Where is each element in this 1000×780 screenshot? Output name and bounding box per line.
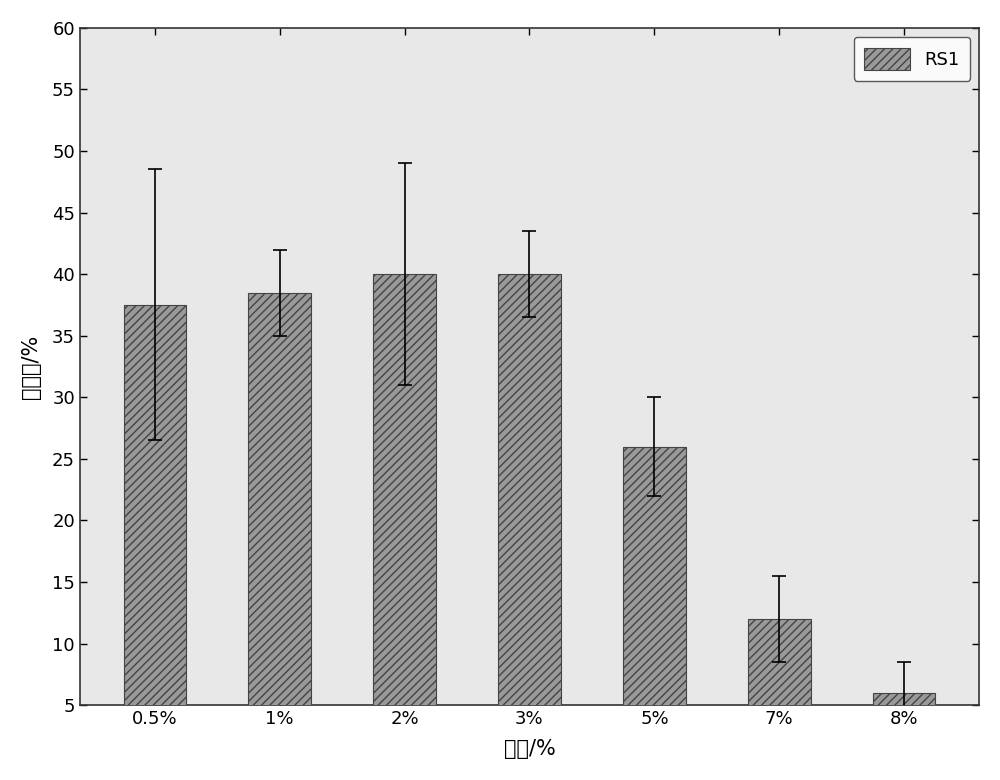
Bar <box>124 305 186 767</box>
Bar <box>248 292 311 767</box>
Bar <box>748 619 811 767</box>
Legend: RS1: RS1 <box>854 37 970 80</box>
Bar <box>373 274 436 767</box>
Bar <box>873 693 935 767</box>
Bar <box>623 447 686 767</box>
X-axis label: 盐度/%: 盐度/% <box>504 739 555 759</box>
Y-axis label: 降解率/%: 降解率/% <box>21 335 41 399</box>
Bar <box>498 274 561 767</box>
